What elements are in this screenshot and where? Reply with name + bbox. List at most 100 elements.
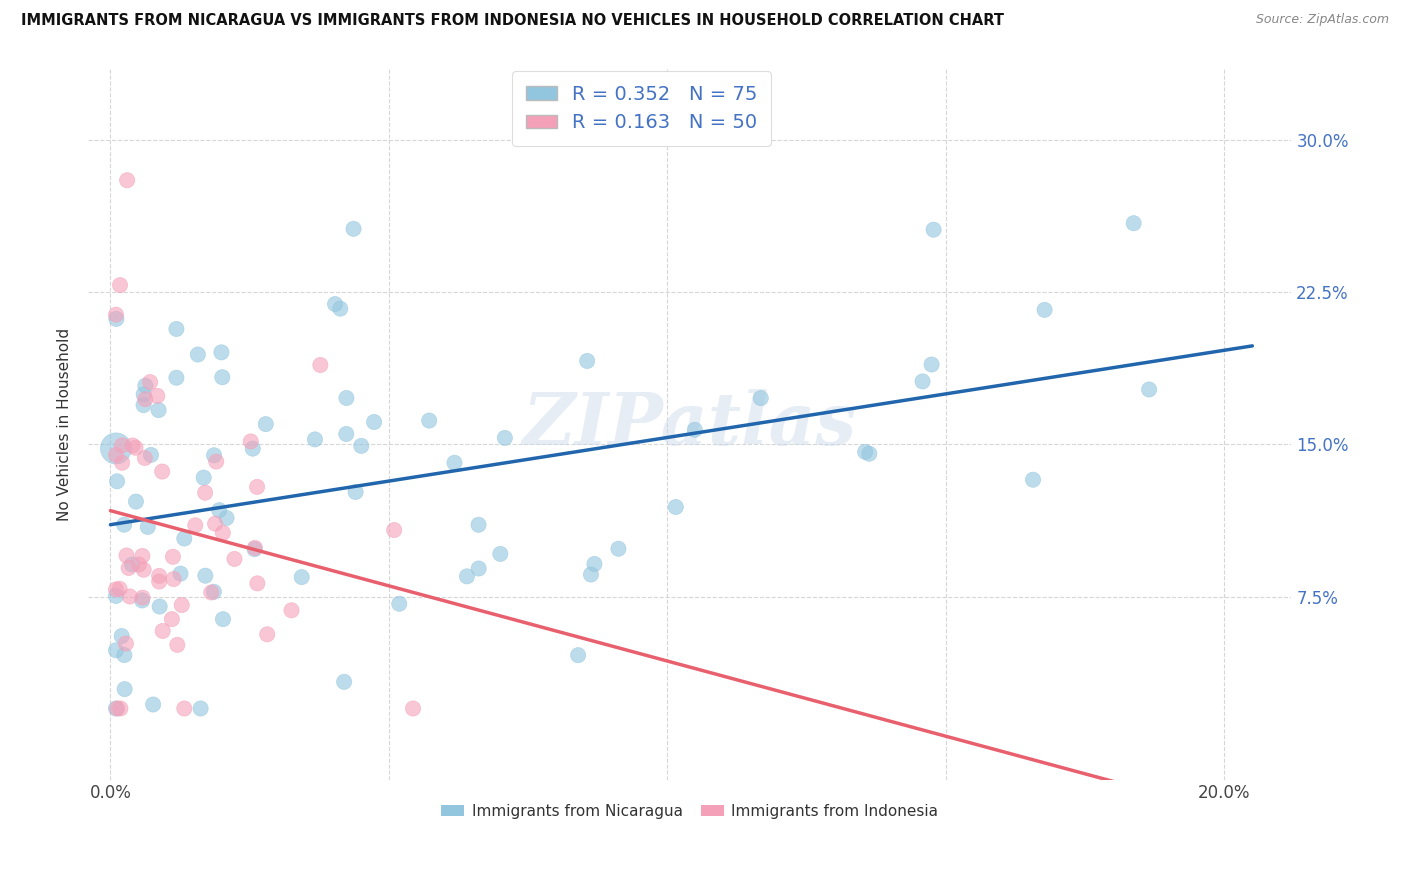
Point <box>215 511 238 525</box>
Point <box>105 475 128 489</box>
Point <box>683 423 706 437</box>
Point <box>115 636 138 650</box>
Point <box>858 447 880 461</box>
Point <box>121 438 143 452</box>
Point <box>335 427 357 442</box>
Point <box>142 698 165 712</box>
Point <box>200 585 222 599</box>
Point <box>148 574 170 589</box>
Point <box>212 612 235 626</box>
Point <box>309 358 332 372</box>
Point <box>209 345 232 359</box>
Point <box>173 532 195 546</box>
Point <box>193 470 215 484</box>
Point <box>165 370 187 384</box>
Point <box>418 413 440 427</box>
Point <box>456 569 478 583</box>
Point <box>333 674 356 689</box>
Point <box>280 603 302 617</box>
Point <box>921 358 943 372</box>
Point <box>224 552 246 566</box>
Point <box>121 558 143 572</box>
Point <box>246 480 269 494</box>
Point <box>131 549 153 563</box>
Point <box>118 561 141 575</box>
Point <box>105 308 128 322</box>
Point <box>166 638 188 652</box>
Point <box>132 398 155 412</box>
Point <box>112 517 135 532</box>
Point <box>1137 383 1160 397</box>
Point <box>443 456 465 470</box>
Point <box>139 448 162 462</box>
Point <box>108 582 131 596</box>
Text: IMMIGRANTS FROM NICARAGUA VS IMMIGRANTS FROM INDONESIA NO VEHICLES IN HOUSEHOLD : IMMIGRANTS FROM NICARAGUA VS IMMIGRANTS … <box>21 13 1004 29</box>
Point <box>567 648 589 663</box>
Point <box>254 417 277 431</box>
Point <box>291 570 314 584</box>
Point <box>335 391 357 405</box>
Point <box>110 701 132 715</box>
Point <box>132 563 155 577</box>
Point <box>749 391 772 405</box>
Point <box>105 582 128 597</box>
Point <box>169 566 191 581</box>
Point <box>579 567 602 582</box>
Y-axis label: No Vehicles in Household: No Vehicles in Household <box>58 327 72 521</box>
Point <box>243 542 266 557</box>
Point <box>911 375 934 389</box>
Point <box>132 387 155 401</box>
Point <box>1033 302 1056 317</box>
Point <box>111 629 134 643</box>
Point <box>170 598 193 612</box>
Point <box>187 347 209 361</box>
Point <box>242 442 264 456</box>
Point <box>105 442 128 456</box>
Point <box>239 434 262 449</box>
Point <box>388 597 411 611</box>
Point <box>105 311 128 326</box>
Point <box>149 599 172 614</box>
Point <box>211 370 233 384</box>
Point <box>402 701 425 715</box>
Point <box>105 448 128 462</box>
Point <box>173 701 195 715</box>
Point <box>256 627 278 641</box>
Point <box>163 572 186 586</box>
Point <box>150 465 173 479</box>
Point <box>194 568 217 582</box>
Text: Source: ZipAtlas.com: Source: ZipAtlas.com <box>1256 13 1389 27</box>
Point <box>131 593 153 607</box>
Legend: Immigrants from Nicaragua, Immigrants from Indonesia: Immigrants from Nicaragua, Immigrants fr… <box>434 798 945 825</box>
Point <box>139 375 162 389</box>
Point <box>131 591 153 605</box>
Point <box>111 456 134 470</box>
Point <box>134 450 156 465</box>
Point <box>382 523 405 537</box>
Point <box>583 557 606 571</box>
Point <box>105 701 128 715</box>
Point <box>344 485 367 500</box>
Point <box>115 549 138 563</box>
Point <box>467 561 489 575</box>
Text: ZIPatlas: ZIPatlas <box>523 389 856 459</box>
Point <box>204 516 226 531</box>
Point <box>105 589 128 603</box>
Point <box>108 278 131 293</box>
Point <box>202 584 225 599</box>
Point <box>205 454 228 468</box>
Point <box>115 173 138 187</box>
Point <box>1122 216 1144 230</box>
Point <box>342 222 364 236</box>
Point <box>118 590 141 604</box>
Point <box>853 445 876 459</box>
Point <box>202 448 225 462</box>
Point <box>467 517 489 532</box>
Point <box>134 392 156 407</box>
Point <box>125 494 148 508</box>
Point <box>350 439 373 453</box>
Point <box>665 500 688 514</box>
Point <box>160 612 183 626</box>
Point <box>1022 473 1045 487</box>
Point <box>134 378 156 392</box>
